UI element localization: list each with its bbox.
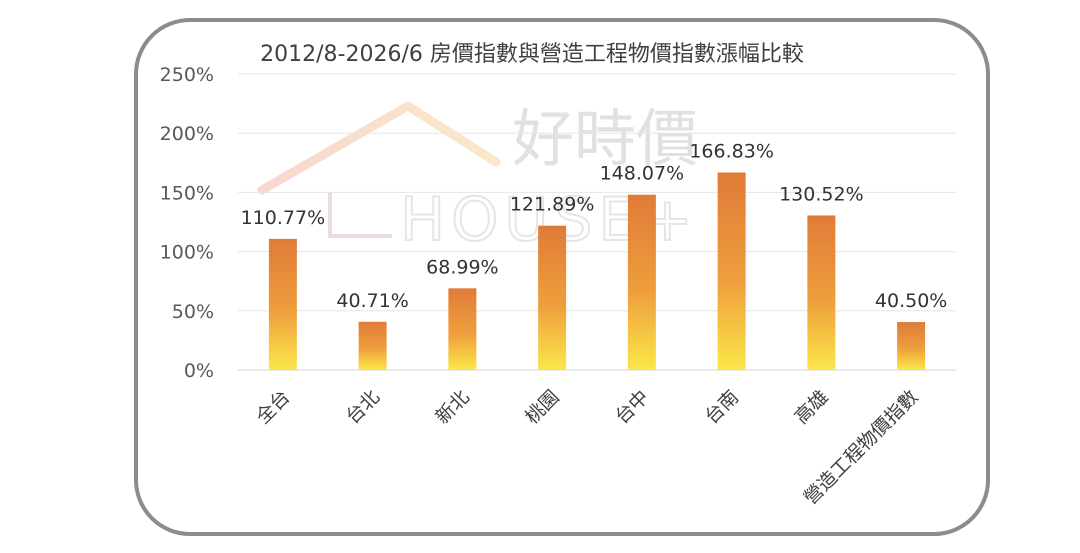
category-label: 台中 bbox=[611, 386, 653, 428]
data-label: 148.07% bbox=[600, 163, 685, 185]
y-tick-label: 100% bbox=[160, 242, 214, 264]
bar bbox=[897, 322, 926, 370]
data-label: 110.77% bbox=[241, 207, 326, 229]
category-label: 新北 bbox=[431, 386, 473, 428]
data-labels: 110.77% 40.71% 68.99% 121.89%148.07%166.83%… bbox=[241, 140, 948, 312]
watermark-roof-icon bbox=[257, 101, 501, 195]
category-label: 台北 bbox=[342, 386, 384, 428]
y-tick-label: 50% bbox=[172, 301, 214, 323]
y-tick-label: 200% bbox=[160, 123, 214, 145]
bars bbox=[268, 172, 926, 370]
watermark-brand: 好時價 bbox=[512, 102, 698, 175]
bar bbox=[538, 225, 567, 370]
y-axis: 0% 50% 100% 150% 200% 250% bbox=[160, 64, 214, 382]
category-label: 高雄 bbox=[790, 386, 832, 428]
bar bbox=[717, 172, 746, 370]
y-tick-label: 0% bbox=[184, 360, 214, 382]
watermark-wall-icon bbox=[328, 192, 392, 238]
bar bbox=[448, 288, 477, 370]
bar bbox=[807, 215, 836, 370]
bar bbox=[268, 238, 297, 370]
y-tick-label: 150% bbox=[160, 182, 214, 204]
data-label: 121.89% bbox=[510, 194, 595, 216]
chart-title: 2012/8-2026/6 房價指數與營造工程物價指數漲幅比較 bbox=[260, 42, 804, 67]
category-label: 全台 bbox=[252, 386, 294, 428]
bar bbox=[358, 321, 387, 370]
gridlines bbox=[238, 73, 956, 371]
category-label: 桃園 bbox=[521, 386, 563, 428]
data-label: 68.99% bbox=[426, 256, 498, 278]
category-label: 台南 bbox=[701, 386, 743, 428]
data-label: 166.83% bbox=[689, 140, 774, 162]
y-tick-label: 250% bbox=[160, 64, 214, 86]
data-label: 40.50% bbox=[875, 290, 947, 312]
data-label: 130.52% bbox=[779, 183, 864, 205]
bar bbox=[627, 194, 656, 370]
data-label: 40.71% bbox=[336, 290, 408, 312]
